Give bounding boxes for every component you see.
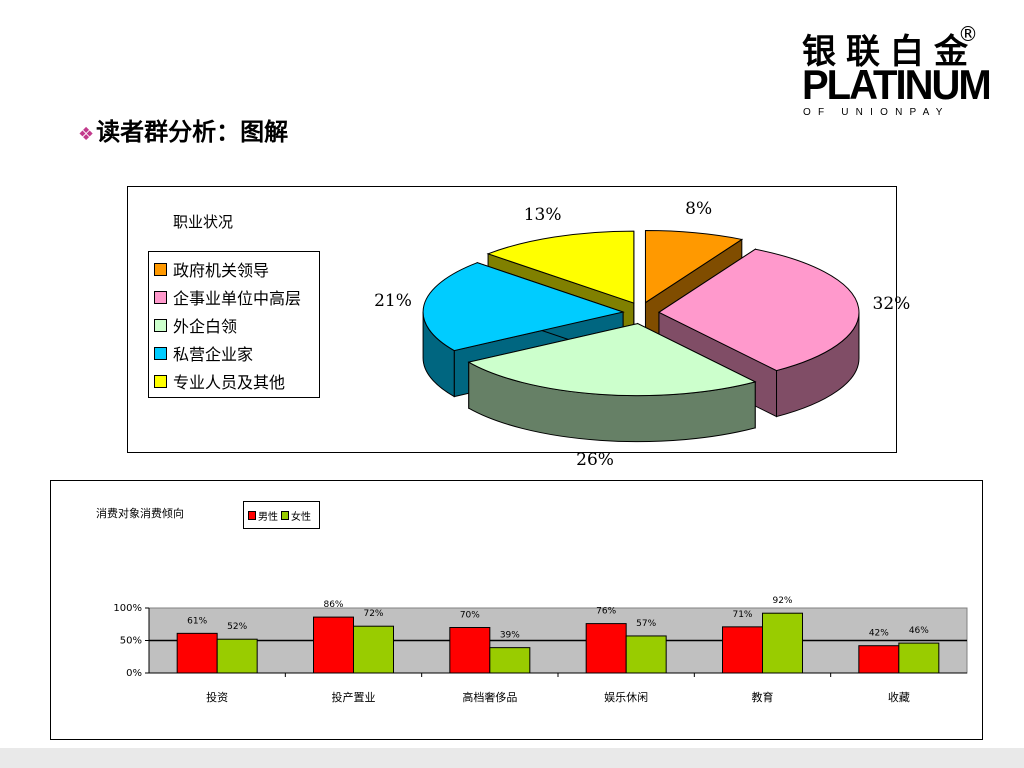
bar-value-label: 86% (323, 600, 343, 610)
legend-item: 专业人员及其他 (154, 367, 319, 395)
legend-label: 外企白领 (173, 317, 238, 336)
legend-item: 外企白领 (154, 311, 319, 339)
x-tick-label: 投资 (206, 690, 228, 704)
bar-value-label: 61% (187, 616, 207, 626)
legend-swatch (154, 262, 167, 276)
bar-value-label: 46% (909, 626, 929, 636)
page-title-text: 读者群分析：图解 (96, 118, 289, 146)
registered-mark: ® (958, 22, 978, 46)
bar (898, 642, 940, 674)
bar-value-label: 92% (772, 596, 792, 606)
x-tick-label: 娱乐休闲 (604, 690, 648, 704)
legend-label: 男性 (258, 511, 278, 523)
bar (176, 632, 218, 674)
legend-item: 私营企业家 (154, 339, 319, 367)
bar (353, 625, 394, 674)
bar-value-label: 72% (363, 609, 383, 619)
legend-swatch (154, 346, 167, 360)
y-tick-label: 0% (126, 668, 142, 679)
bar (625, 635, 667, 674)
bar (722, 626, 763, 674)
legend-label: 女性 (291, 511, 311, 523)
occupation-legend: 政府机关领导企事业单位中高层 外企白领私营企业家专业人员及其他 (148, 251, 320, 398)
pie-percent-label: 8% (685, 199, 713, 220)
page-title: ❖读者群分析：图解 (78, 112, 288, 147)
pie-percent-label: 32% (872, 294, 911, 315)
consumption-bar-chart: 100% 50% 0% 61% 52% 投资 86% 72% 投产置业 70% 39% 高档奢侈品 76… (113, 596, 968, 704)
footer-band (0, 748, 1024, 768)
legend-swatch (154, 318, 167, 332)
bar (585, 623, 627, 674)
consumption-chart-panel: 100% 50% 0% 61% 52% 投资 86% 72% 投产置业 70% 39% 高档奢侈品 76… (50, 480, 983, 740)
logo-subtitle: OF UNIONPAY (803, 107, 950, 118)
pie-percent-label: 13% (523, 204, 562, 225)
logo-platinum: PLATINUM (802, 62, 992, 109)
legend-item: 企事业单位中高层 (154, 283, 319, 311)
occupation-pie-chart (422, 230, 860, 443)
bar (762, 612, 803, 674)
legend-swatch (154, 290, 167, 304)
logo-chinese: 银联白金 (802, 32, 978, 72)
consumption-chart-title: 消费对象消费倾向 (96, 507, 184, 520)
bar-value-label: 57% (636, 619, 656, 629)
legend-label: 专业人员及其他 (173, 373, 286, 392)
x-tick-label: 投产置业 (332, 690, 376, 704)
legend-swatch (154, 374, 167, 388)
legend-label: 政府机关领导 (173, 261, 270, 280)
legend-swatch (248, 510, 256, 520)
occupation-chart-title: 职业状况 (173, 213, 234, 231)
bar-value-label: 70% (460, 611, 480, 621)
y-tick-label: 50% (120, 636, 142, 647)
legend-item: 女性 (281, 508, 311, 523)
legend-item: 政府机关领导 (154, 255, 319, 283)
unionpay-platinum-logo: 银联白金 ® PLATINUM OF UNIONPAY (800, 22, 992, 118)
y-tick-label: 100% (113, 603, 142, 614)
bar (858, 645, 900, 674)
bar (489, 647, 531, 674)
legend-label: 私营企业家 (173, 345, 254, 364)
occupation-chart-panel: 职业状况 政府机关领导企事业单位中高层 外企白领私营企业家专业人员及其他 8% 32… (127, 186, 910, 470)
pie-percent-label: 26% (576, 449, 614, 470)
diamond-bullet-icon: ❖ (78, 124, 95, 145)
bar-value-label: 39% (500, 631, 520, 641)
x-tick-label: 教育 (752, 690, 774, 704)
x-tick-label: 高档奢侈品 (462, 690, 517, 704)
bar-value-label: 71% (732, 610, 752, 620)
bar (313, 616, 354, 674)
bar-value-label: 52% (227, 622, 247, 632)
gender-legend: 男性 女性 (243, 501, 320, 529)
bar-value-label: 42% (869, 629, 889, 639)
pie-slice (467, 322, 757, 443)
legend-label: 企事业单位中高层 (173, 289, 302, 308)
pie-percent-label: 21% (374, 291, 412, 312)
bar (449, 627, 491, 674)
legend-item: 男性 (248, 508, 278, 523)
x-tick-label: 收藏 (888, 690, 910, 704)
bar-value-label: 76% (596, 607, 616, 617)
bar (216, 638, 258, 674)
legend-swatch (281, 510, 289, 520)
